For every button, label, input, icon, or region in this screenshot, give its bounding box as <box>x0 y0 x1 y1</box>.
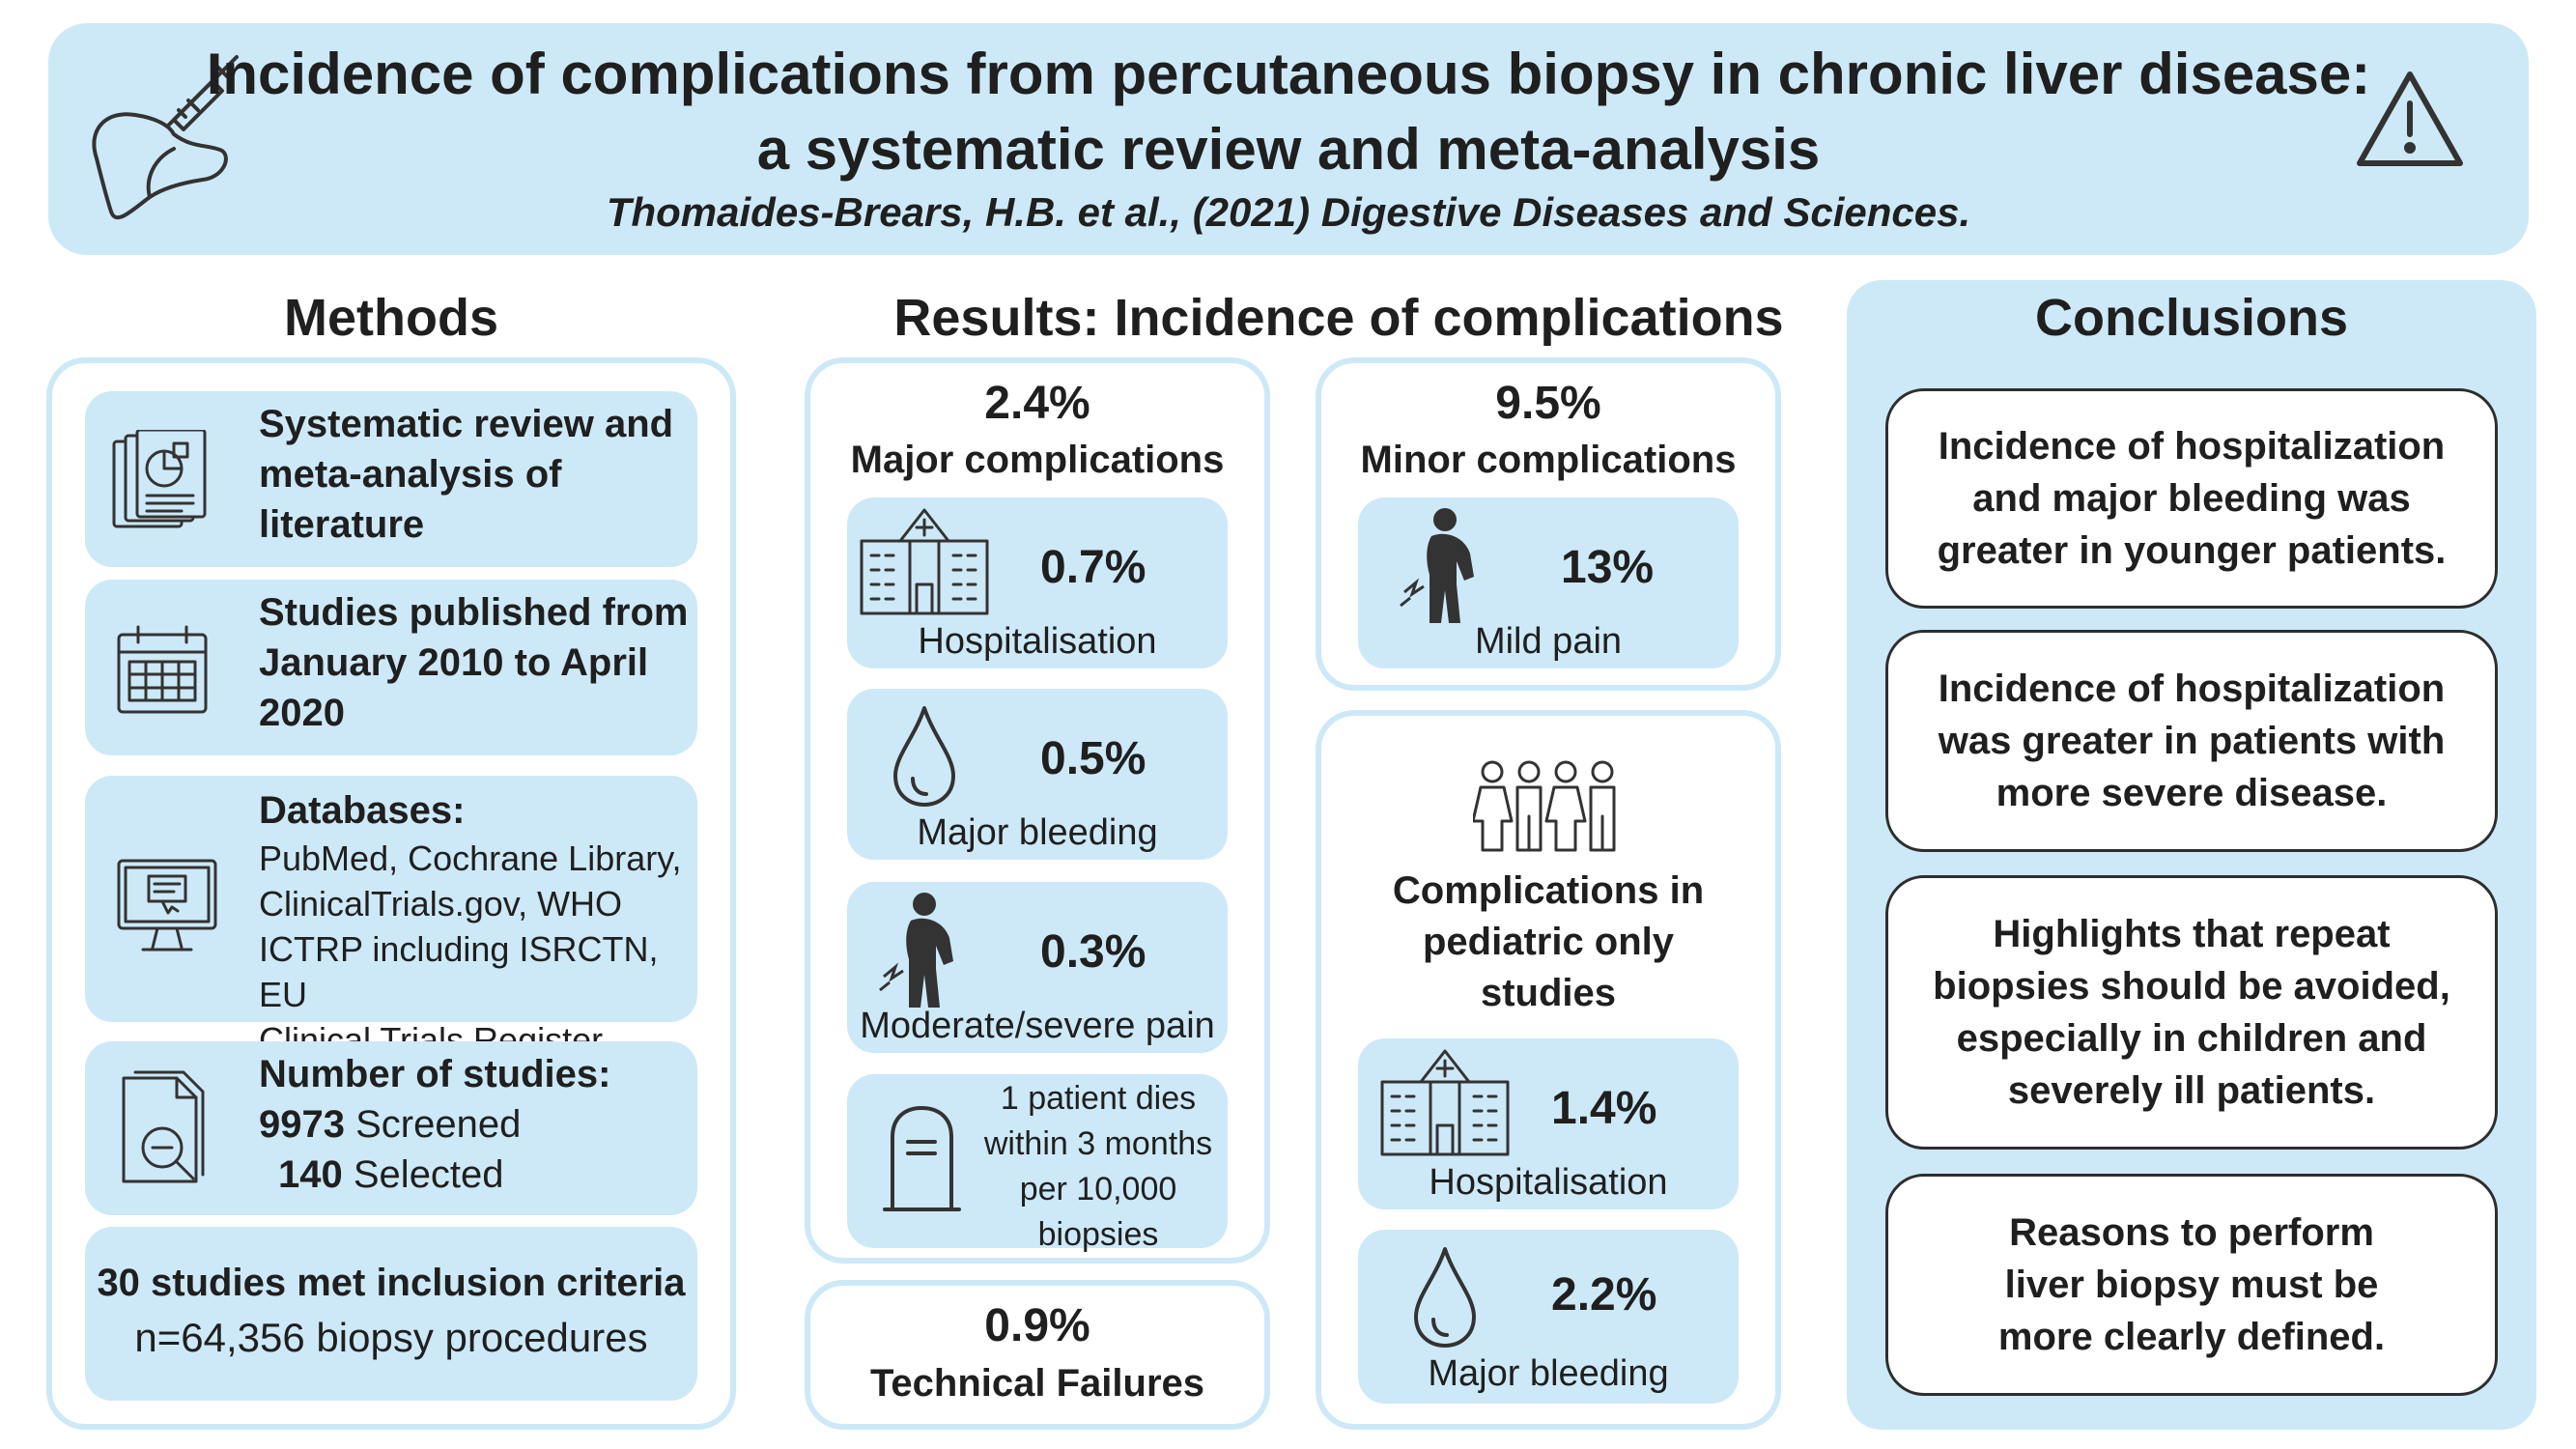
methods-item-number-of-studies: Number of studies: 9973 Screened 140 Sel… <box>85 1041 697 1215</box>
mild-pain-value: 13% <box>1561 542 1655 593</box>
header-banner: Incidence of complications from percutan… <box>48 23 2529 255</box>
conclusions-title: Conclusions <box>2034 289 2349 347</box>
methods-item2-line2: January 2010 to April <box>259 641 649 684</box>
results-title: Results: Incidence of complications <box>893 289 1784 347</box>
methods-item2-line3: 2020 <box>259 692 345 734</box>
conclusion4-line3: more clearly defined. <box>1997 1316 2386 1358</box>
methods-item1-line2: meta-analysis of <box>259 453 562 496</box>
conclusion-box-1: Incidence of hospitalization and major b… <box>1885 388 2498 609</box>
warning-icon <box>2352 67 2468 173</box>
pediatric-line1: Complications in <box>1392 869 1705 912</box>
inclusion-criteria-text: 30 studies met inclusion criteria <box>97 1262 686 1304</box>
pediatric-line3: studies <box>1480 972 1617 1014</box>
methods-item3-line2: ClinicalTrials.gov, WHO <box>259 884 623 923</box>
major-complications-pct: 2.4% <box>984 378 1090 429</box>
methods-item-study-dates: Studies published from January 2010 to A… <box>85 580 697 755</box>
methods-item-inclusion: 30 studies met inclusion criteria n=64,3… <box>85 1227 697 1401</box>
minor-complications-pct: 9.5% <box>1495 378 1601 429</box>
technical-failures-pct: 0.9% <box>984 1300 1090 1351</box>
conclusion3-line1: Highlights that repeat <box>1993 913 2391 955</box>
major-pain-value: 0.3% <box>1040 926 1146 978</box>
biopsy-procedures-text: n=64,356 biopsy procedures <box>134 1315 648 1360</box>
pediatric-bleeding-label: Major bleeding <box>1428 1353 1669 1394</box>
children-group-icon <box>1473 758 1624 855</box>
methods-title: Methods <box>284 289 498 347</box>
hospital-icon <box>857 502 992 618</box>
conclusion3-line4: severely ill patients. <box>2007 1069 2376 1112</box>
death-line4: biopsies <box>1037 1216 1159 1253</box>
minor-complications-label: Minor complications <box>1360 439 1737 481</box>
conclusion3-line3: especially in children and <box>1956 1017 2427 1060</box>
pain-person-icon <box>1397 505 1503 626</box>
conclusion4-line1: Reasons to perform <box>2009 1211 2374 1254</box>
major-hospitalisation-value: 0.7% <box>1040 542 1146 593</box>
major-complications-label: Major complications <box>850 439 1225 481</box>
pediatric-bleeding-tile: 2.2% Major bleeding <box>1358 1230 1739 1404</box>
conclusion3-line2: biopsies should be avoided, <box>1933 965 2450 1008</box>
methods-item2-line1: Studies published from <box>259 591 689 634</box>
pediatric-bleeding-value: 2.2% <box>1551 1269 1657 1321</box>
methods-item-systematic-review: Systematic review and meta-analysis of l… <box>85 391 697 567</box>
conclusion4-line2: liver biopsy must be <box>2004 1264 2379 1306</box>
conclusion1-line1: Incidence of hospitalization <box>1938 425 2446 468</box>
documents-icon <box>104 430 211 536</box>
liver-syringe-icon <box>77 43 241 226</box>
screened-count: 9973 <box>259 1103 345 1146</box>
conclusion2-line1: Incidence of hospitalization <box>1938 668 2446 710</box>
selected-label: Selected <box>353 1153 504 1196</box>
methods-item3-line1: PubMed, Cochrane Library, <box>259 838 682 878</box>
death-line3: per 10,000 <box>1019 1171 1177 1208</box>
pediatric-line2: pediatric only <box>1422 921 1675 963</box>
mild-pain-tile: 13% Mild pain <box>1358 497 1739 668</box>
methods-item1-line1: Systematic review and <box>259 403 674 445</box>
major-hospitalisation-tile: 0.7% Hospitalisation <box>847 497 1228 668</box>
mild-pain-label: Mild pain <box>1474 621 1623 662</box>
citation: Thomaides-Brears, H.B. et al., (2021) Di… <box>606 189 1971 235</box>
technical-failures-label: Technical Failures <box>869 1362 1205 1405</box>
conclusion1-line3: greater in younger patients. <box>1937 529 2447 572</box>
blood-drop-icon <box>1406 1244 1484 1350</box>
conclusion2-line3: more severe disease. <box>1996 772 2388 814</box>
selected-count: 140 <box>278 1153 343 1196</box>
major-pain-label: Moderate/severe pain <box>860 1006 1215 1046</box>
conclusion-box-2: Incidence of hospitalization was greater… <box>1885 630 2498 852</box>
conclusion-box-4: Reasons to perform liver biopsy must be … <box>1885 1174 2498 1396</box>
methods-item4-heading: Number of studies: <box>259 1053 611 1095</box>
death-tile: 1 patient dies within 3 months per 10,00… <box>847 1074 1228 1253</box>
methods-item-databases: Databases: PubMed, Cochrane Library, Cli… <box>85 776 697 1060</box>
methods-item1-line3: literature <box>259 503 425 546</box>
page-title: Incidence of complications from percutan… <box>48 37 2529 187</box>
pediatric-hospitalisation-value: 1.4% <box>1551 1083 1657 1134</box>
blood-drop-icon <box>886 703 963 810</box>
pain-person-icon <box>876 890 982 1010</box>
major-pain-tile: 0.3% Moderate/severe pain <box>847 882 1228 1053</box>
screened-label: Screened <box>355 1103 522 1146</box>
conclusion1-line2: and major bleeding was <box>1972 477 2411 520</box>
search-document-icon <box>114 1070 220 1191</box>
pediatric-hospitalisation-label: Hospitalisation <box>1429 1162 1668 1203</box>
technical-failures-panel <box>805 1280 1270 1430</box>
major-bleeding-label: Major bleeding <box>917 812 1158 853</box>
major-bleeding-tile: 0.5% Major bleeding <box>847 689 1228 860</box>
title-line-1: Incidence of complications from percutan… <box>206 42 2371 106</box>
methods-item3-heading: Databases: <box>259 789 466 832</box>
methods-item3-line3: ICTRP including ISRCTN, EU <box>259 929 659 1014</box>
death-line2: within 3 months <box>983 1125 1213 1162</box>
major-bleeding-value: 0.5% <box>1040 733 1146 784</box>
major-hospitalisation-label: Hospitalisation <box>918 621 1157 662</box>
conclusion2-line2: was greater in patients with <box>1938 720 2446 762</box>
hospital-icon <box>1377 1043 1513 1159</box>
death-line1: 1 patient dies <box>1000 1080 1197 1117</box>
gravestone-icon <box>881 1103 963 1219</box>
monitor-icon <box>114 853 220 959</box>
conclusion-box-3: Highlights that repeat biopsies should b… <box>1885 875 2498 1150</box>
calendar-icon <box>114 623 211 720</box>
title-line-2: a systematic review and meta-analysis <box>756 117 1821 182</box>
pediatric-hospitalisation-tile: 1.4% Hospitalisation <box>1358 1038 1739 1209</box>
